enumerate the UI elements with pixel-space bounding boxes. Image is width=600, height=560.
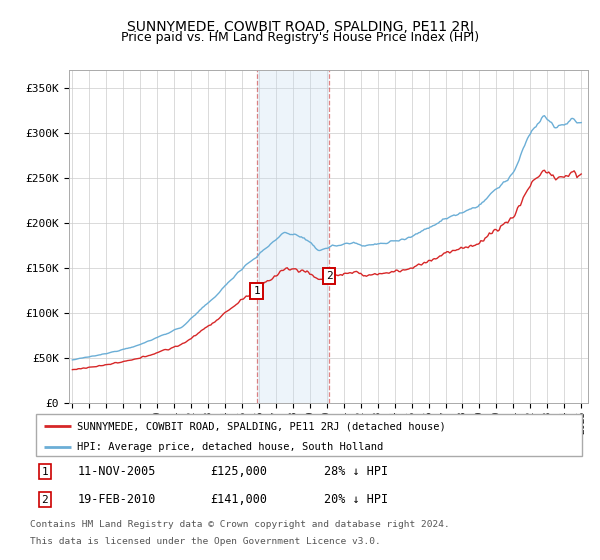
Text: 20% ↓ HPI: 20% ↓ HPI bbox=[324, 493, 388, 506]
Text: 2: 2 bbox=[326, 271, 332, 281]
Text: 19-FEB-2010: 19-FEB-2010 bbox=[78, 493, 157, 506]
Text: SUNNYMEDE, COWBIT ROAD, SPALDING, PE11 2RJ (detached house): SUNNYMEDE, COWBIT ROAD, SPALDING, PE11 2… bbox=[77, 421, 446, 431]
Text: Price paid vs. HM Land Registry's House Price Index (HPI): Price paid vs. HM Land Registry's House … bbox=[121, 31, 479, 44]
Text: £125,000: £125,000 bbox=[210, 465, 267, 478]
Text: 1: 1 bbox=[253, 286, 260, 296]
Text: 28% ↓ HPI: 28% ↓ HPI bbox=[324, 465, 388, 478]
Text: Contains HM Land Registry data © Crown copyright and database right 2024.: Contains HM Land Registry data © Crown c… bbox=[30, 520, 450, 529]
Text: £141,000: £141,000 bbox=[210, 493, 267, 506]
Text: 1: 1 bbox=[41, 466, 49, 477]
Text: This data is licensed under the Open Government Licence v3.0.: This data is licensed under the Open Gov… bbox=[30, 537, 381, 546]
Bar bbox=[257, 70, 329, 403]
Text: SUNNYMEDE, COWBIT ROAD, SPALDING, PE11 2RJ: SUNNYMEDE, COWBIT ROAD, SPALDING, PE11 2… bbox=[127, 20, 473, 34]
Text: 2: 2 bbox=[41, 494, 49, 505]
Text: 11-NOV-2005: 11-NOV-2005 bbox=[78, 465, 157, 478]
Text: HPI: Average price, detached house, South Holland: HPI: Average price, detached house, Sout… bbox=[77, 442, 383, 452]
